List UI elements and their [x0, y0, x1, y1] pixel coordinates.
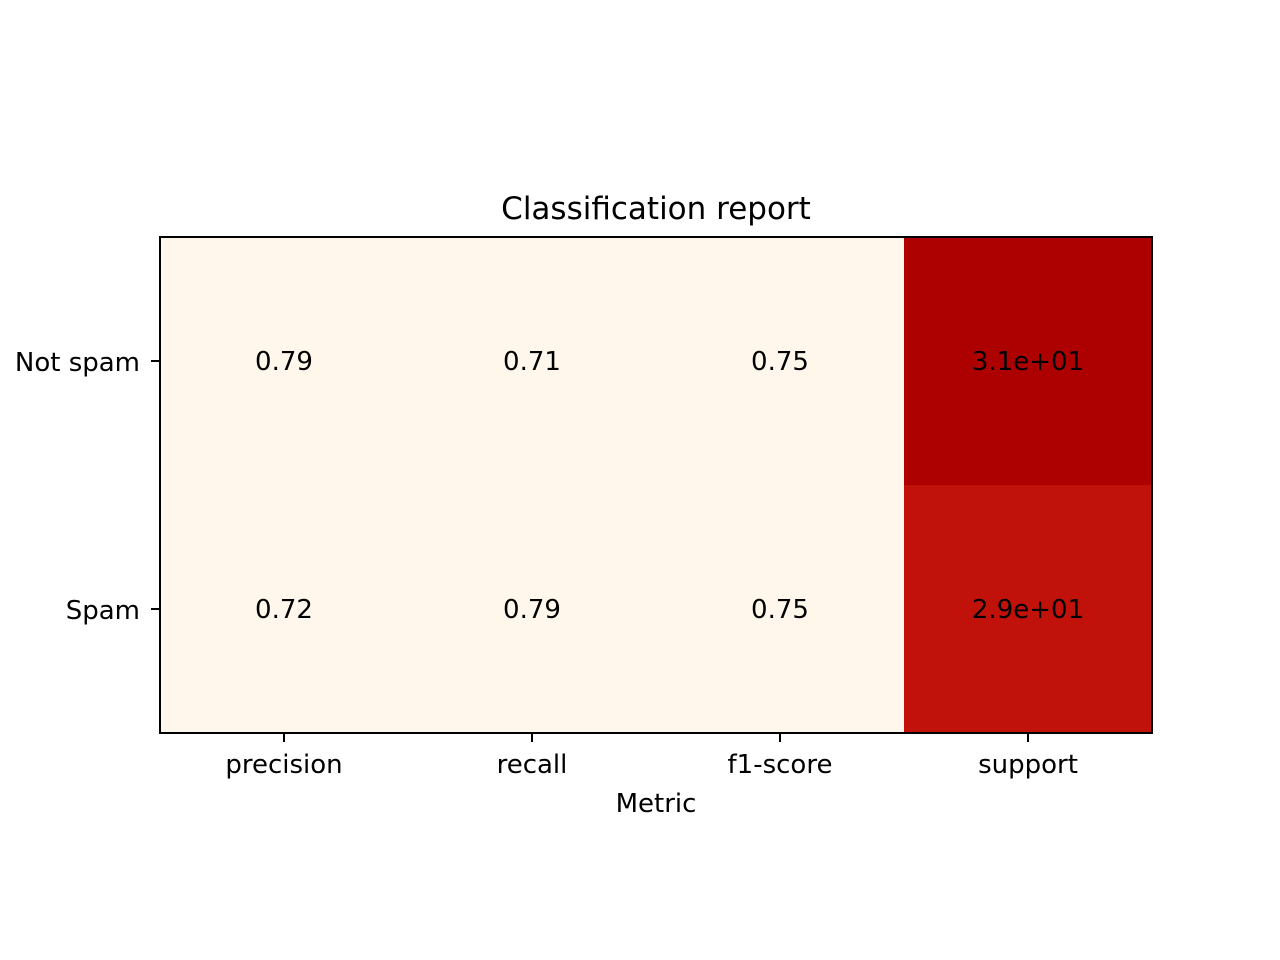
cell-value-label: 3.1e+01 — [972, 347, 1084, 377]
heatmap-cell — [408, 237, 657, 486]
heatmap-cell — [160, 237, 409, 486]
cell-value-label: 0.79 — [503, 595, 561, 625]
cell-value-label: 0.79 — [255, 347, 313, 377]
plot-frame — [159, 236, 1153, 734]
heatmap-cell — [904, 485, 1153, 734]
y-axis-ticks: Not spam Spam — [15, 348, 160, 626]
heatmap-cell — [408, 485, 657, 734]
x-axis-label: Metric — [616, 789, 697, 819]
cell-value-label: 2.9e+01 — [972, 595, 1084, 625]
x-tick-label: support — [978, 750, 1078, 780]
chart-title: Classification report — [501, 191, 811, 227]
heatmap-cell — [904, 237, 1153, 486]
x-tick-label: f1-score — [728, 750, 833, 780]
cell-value-label: 0.75 — [751, 595, 809, 625]
cell-value-label: 0.75 — [751, 347, 809, 377]
x-tick-label: recall — [497, 750, 568, 780]
x-tick-label: precision — [225, 750, 342, 780]
heatmap-cell — [160, 485, 409, 734]
heatmap-cell — [656, 237, 905, 486]
y-tick-label: Spam — [66, 596, 140, 626]
heatmap-cell-labels: 0.79 0.71 0.75 3.1e+01 0.72 0.79 0.75 2.9e+01 — [255, 347, 1084, 625]
x-axis-ticks: precision recall f1-score support — [225, 733, 1078, 780]
cell-value-label: 0.72 — [255, 595, 313, 625]
y-tick-label: Not spam — [15, 348, 140, 378]
cell-value-label: 0.71 — [503, 347, 561, 377]
heatmap-cell — [656, 485, 905, 734]
heatmap-cells — [160, 237, 1153, 734]
